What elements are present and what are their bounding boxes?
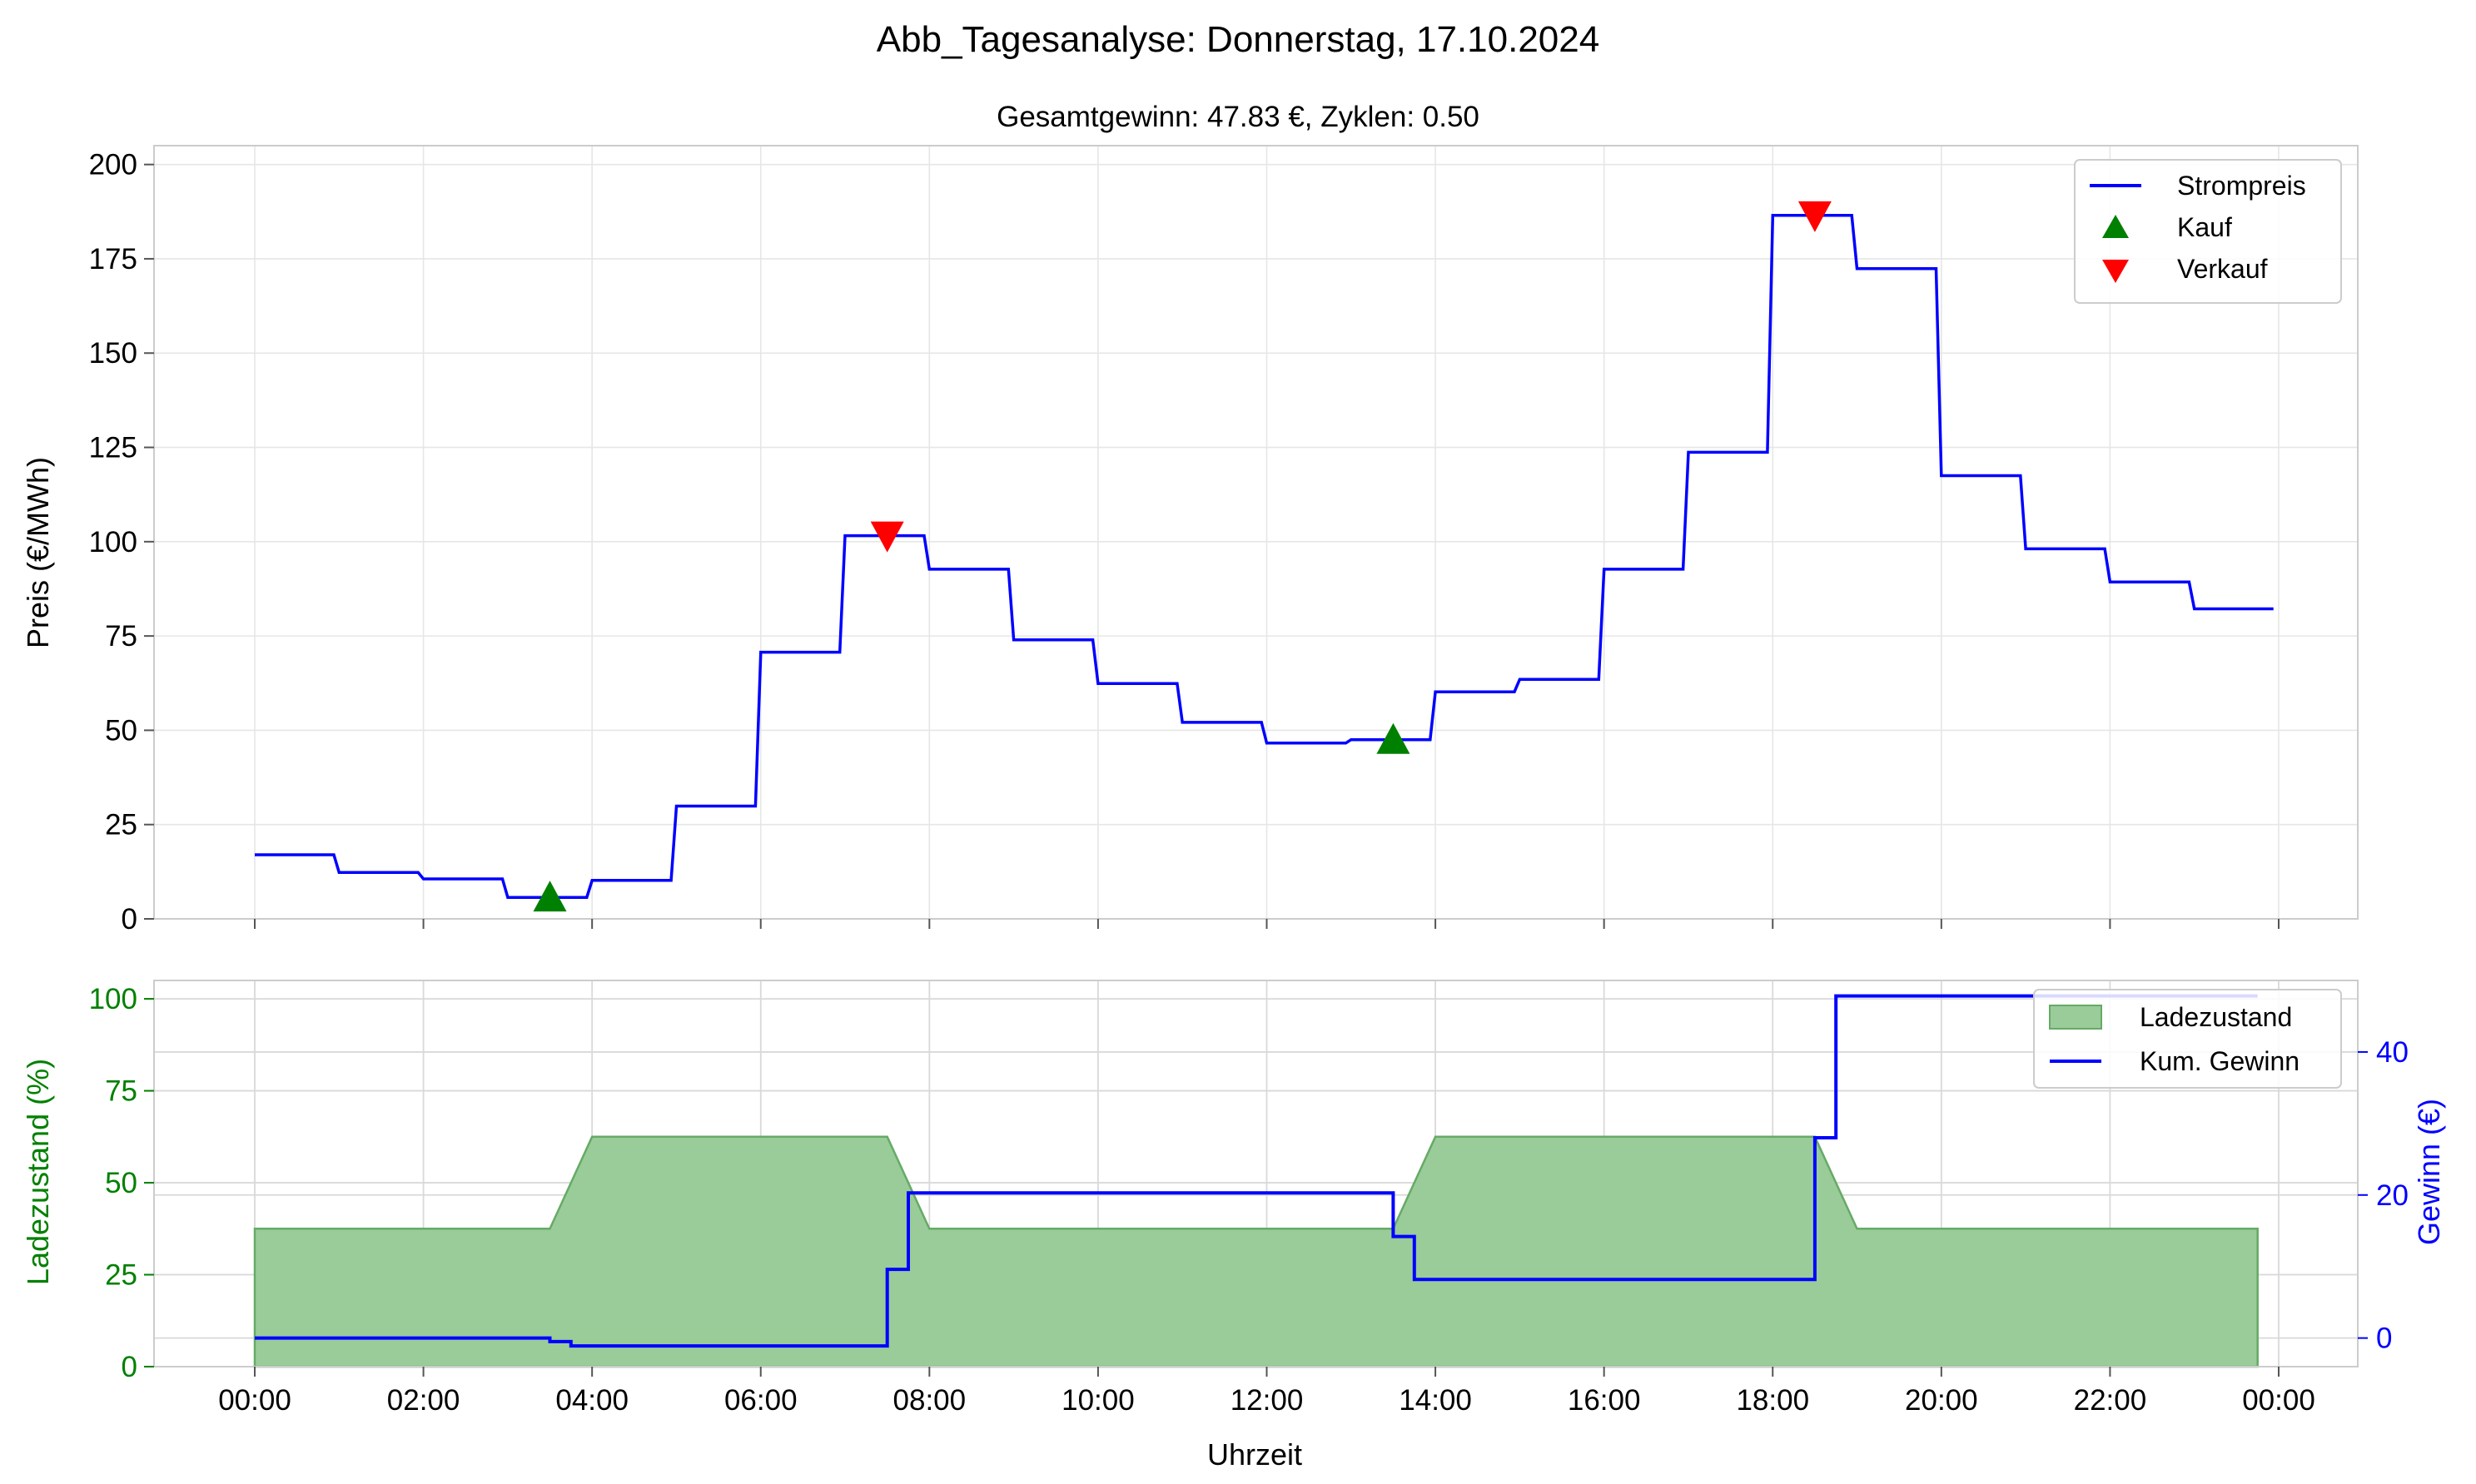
x-tick-label: 12:00	[1231, 1384, 1304, 1417]
x-tick-label: 00:00	[2242, 1384, 2315, 1417]
price-panel: 0 25 50 75 100 125 150 175 200	[89, 145, 2359, 936]
bottom-right-y-axis-label: Gewinn (€)	[2412, 1099, 2446, 1245]
bottom-y-tick-label: 25	[105, 1259, 137, 1292]
bottom-right-y-tick-label: 0	[2376, 1323, 2392, 1355]
legend-buy-label: Kauf	[2177, 212, 2232, 242]
x-tick-label: 10:00	[1061, 1384, 1135, 1417]
bottom-right-y-tick-label: 40	[2376, 1036, 2409, 1069]
x-tick-label: 06:00	[724, 1384, 798, 1417]
top-y-tick-label: 150	[89, 337, 137, 370]
soc-legend-box	[2033, 989, 2342, 1089]
figure-title: Abb_Tagesanalyse: Donnerstag, 17.10.2024	[877, 19, 1599, 60]
buy-marker	[533, 881, 567, 912]
figure-subtitle: Gesamtgewinn: 47.83 €, Zyklen: 0.50	[997, 101, 1479, 133]
top-y-axis-label: Preis (€/MWh)	[21, 457, 55, 648]
x-tick-label: 04:00	[555, 1384, 629, 1417]
buy-marker	[1376, 722, 1410, 754]
bottom-plot-frame	[153, 980, 2359, 1367]
soc-profit-panel: 0 25 50 75 100 0 20 40 00:00 02:00 04:00 06:00 08:00…	[89, 980, 2409, 1417]
x-axis-label: Uhrzeit	[1207, 1437, 1302, 1472]
top-y-tick-label: 50	[105, 714, 137, 747]
legend-sell-marker	[2102, 260, 2129, 283]
legend-price-label: Strompreis	[2177, 171, 2306, 201]
bottom-y-tick-label: 75	[105, 1075, 137, 1108]
top-y-tick-label: 175	[89, 243, 137, 275]
top-y-tick-label: 0	[122, 903, 137, 936]
price-legend-box	[2074, 159, 2342, 304]
x-tick-label: 02:00	[387, 1384, 460, 1417]
bottom-y-tick-label: 100	[89, 983, 137, 1015]
legend-buy-marker	[2102, 215, 2129, 238]
top-y-tick-label: 125	[89, 432, 137, 464]
profit-line	[255, 994, 2258, 1348]
top-y-tick-label: 100	[89, 526, 137, 558]
bottom-y-tick-label: 0	[122, 1351, 137, 1383]
x-tick-label: 16:00	[1568, 1384, 1641, 1417]
bottom-right-y-tick-label: 20	[2376, 1179, 2409, 1212]
bottom-y-tick-label: 50	[105, 1167, 137, 1199]
legend-sell-label: Verkauf	[2177, 254, 2268, 284]
soc-legend: Ladezustand Kum. Gewinn	[2033, 989, 2342, 1089]
sell-marker	[870, 521, 904, 553]
legend-profit-label: Kum. Gewinn	[2140, 1046, 2299, 1076]
bottom-y-axis-label: Ladezustand (%)	[21, 1059, 55, 1285]
top-y-tick-label: 75	[105, 620, 137, 653]
price-legend: Strompreis Kauf Verkauf	[2074, 159, 2342, 304]
soc-area	[253, 1135, 2259, 1368]
x-tick-label: 14:00	[1399, 1384, 1472, 1417]
x-tick-label: 08:00	[893, 1384, 967, 1417]
top-y-tick-label: 200	[89, 149, 137, 181]
x-tick-label: 20:00	[1905, 1384, 1978, 1417]
top-y-tick-label: 25	[105, 809, 137, 841]
legend-soc-swatch	[2049, 1005, 2102, 1030]
top-plot-frame	[153, 145, 2359, 920]
x-tick-label: 00:00	[218, 1384, 291, 1417]
price-line	[255, 214, 2274, 899]
sell-marker	[1797, 201, 1832, 232]
x-tick-label: 22:00	[2074, 1384, 2147, 1417]
legend-soc-label: Ladezustand	[2140, 1002, 2292, 1032]
x-tick-label: 18:00	[1736, 1384, 1809, 1417]
